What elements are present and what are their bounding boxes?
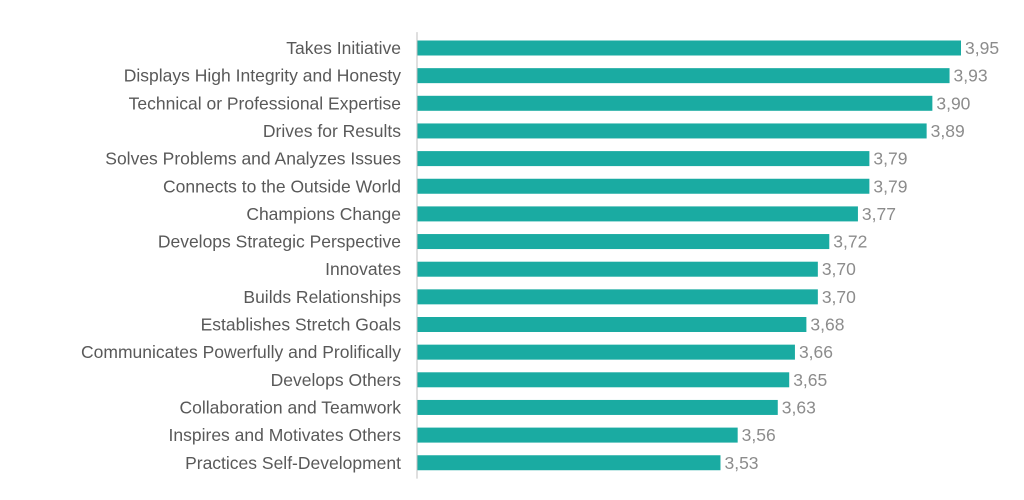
value-label: 3,65	[793, 370, 827, 390]
category-label: Communicates Powerfully and Prolifically	[81, 342, 401, 362]
category-label: Displays High Integrity and Honesty	[124, 66, 401, 86]
category-label: Takes Initiative	[286, 38, 401, 58]
value-label: 3,72	[833, 232, 867, 252]
value-label: 3,70	[822, 287, 856, 307]
value-label: 3,95	[965, 38, 999, 58]
category-label: Drives for Results	[263, 121, 401, 141]
category-label: Practices Self-Development	[185, 453, 401, 473]
category-label: Technical or Professional Expertise	[129, 93, 401, 113]
category-label: Develops Strategic Perspective	[158, 232, 401, 252]
bar	[417, 261, 818, 277]
bar	[417, 206, 858, 222]
value-label: 3,79	[873, 176, 907, 196]
bar	[417, 372, 790, 388]
category-labels: Takes Initiative Displays High Integrity …	[81, 38, 401, 473]
value-label: 3,77	[862, 204, 896, 224]
bar	[417, 68, 950, 84]
value-label: 3,79	[873, 149, 907, 169]
value-label: 3,93	[954, 66, 988, 86]
category-label: Builds Relationships	[243, 287, 401, 307]
category-label: Develops Others	[271, 370, 402, 390]
value-label: 3,90	[936, 93, 970, 113]
bar	[417, 317, 807, 332]
value-label: 3,70	[822, 259, 856, 279]
category-label: Champions Change	[246, 204, 401, 224]
bar	[417, 399, 778, 415]
value-labels: 3,95 3,93 3,90 3,89 3,79 3,79 3,77 3,72 3,70 3,70…	[724, 38, 999, 473]
value-label: 3,63	[782, 397, 816, 417]
category-label: Collaboration and Teamwork	[180, 397, 402, 417]
category-label: Inspires and Motivates Others	[169, 425, 402, 445]
bars-layer	[417, 40, 961, 471]
bar	[417, 289, 818, 305]
value-label: 3,56	[742, 425, 776, 445]
category-label: Establishes Stretch Goals	[201, 315, 402, 335]
value-label: 3,89	[931, 121, 965, 141]
value-label: 3,68	[810, 315, 844, 335]
bar	[417, 40, 961, 56]
bar	[417, 344, 795, 360]
bar	[417, 123, 927, 139]
bar	[417, 234, 830, 250]
value-label: 3,53	[724, 453, 758, 473]
bar	[417, 427, 738, 443]
bar	[417, 151, 870, 167]
bar	[417, 95, 933, 111]
category-label: Solves Problems and Analyzes Issues	[105, 149, 401, 169]
bar	[417, 455, 721, 471]
value-label: 3,66	[799, 342, 833, 362]
category-label: Connects to the Outside World	[163, 176, 401, 196]
category-label: Innovates	[325, 259, 401, 279]
bar	[417, 178, 870, 194]
